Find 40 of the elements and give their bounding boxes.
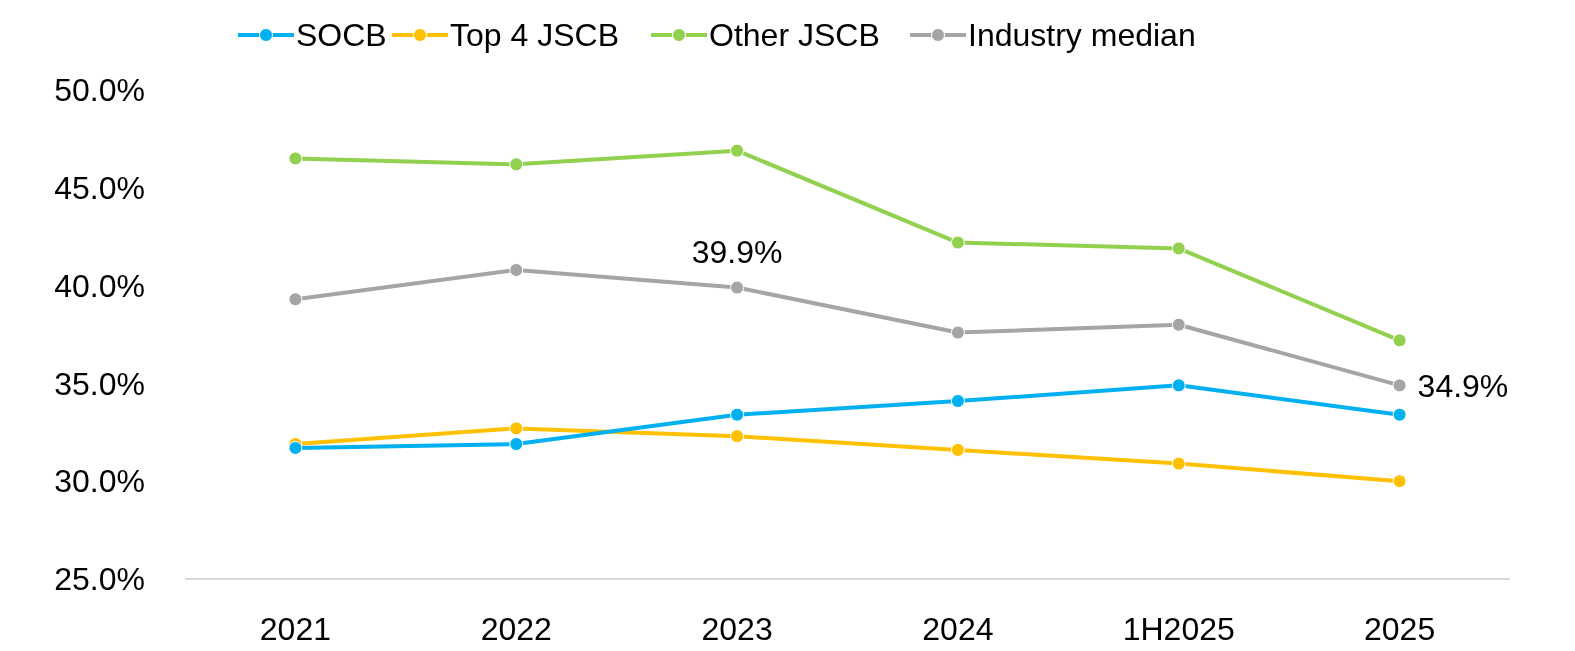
point (730, 429, 745, 444)
legend-label: Top 4 JSCB (450, 17, 619, 54)
point (288, 151, 303, 166)
point (1392, 333, 1407, 348)
point (950, 394, 965, 408)
y-tick-label: 45.0% (54, 170, 145, 206)
point (1392, 474, 1407, 489)
annotation: 39.9% (691, 233, 783, 270)
point (730, 407, 745, 422)
point (1171, 317, 1186, 332)
point (730, 280, 745, 295)
point (509, 437, 524, 452)
x-tick-label: 2023 (701, 611, 773, 648)
point (509, 157, 524, 172)
x-tick-label: 1H2025 (1122, 611, 1235, 648)
x-tick-label: 2025 (1363, 611, 1436, 648)
x-tick-label: 2022 (480, 611, 552, 648)
point (288, 292, 303, 307)
y-tick-label: 30.0% (54, 463, 145, 500)
x-tick-label: 2021 (259, 611, 332, 648)
point (1171, 378, 1186, 393)
point (509, 262, 524, 277)
annotation: 34.9% (1417, 367, 1509, 404)
y-tick-label: 50.0% (54, 72, 145, 109)
point (509, 421, 524, 436)
y-tick-label: 35.0% (54, 365, 145, 402)
x-tick-label: 2024 (922, 611, 994, 648)
point (950, 442, 965, 457)
point (1392, 407, 1407, 422)
legend-label: Other JSCB (709, 17, 880, 54)
point (950, 235, 965, 250)
point (1171, 241, 1186, 256)
point (1392, 378, 1407, 393)
legend-label: Industry median (968, 17, 1196, 54)
point (730, 143, 745, 158)
point (950, 325, 965, 340)
point (1171, 456, 1186, 471)
y-tick-label: 40.0% (54, 267, 145, 304)
legend-label: SOCB (296, 17, 387, 54)
y-tick-label: 25.0% (54, 561, 145, 598)
